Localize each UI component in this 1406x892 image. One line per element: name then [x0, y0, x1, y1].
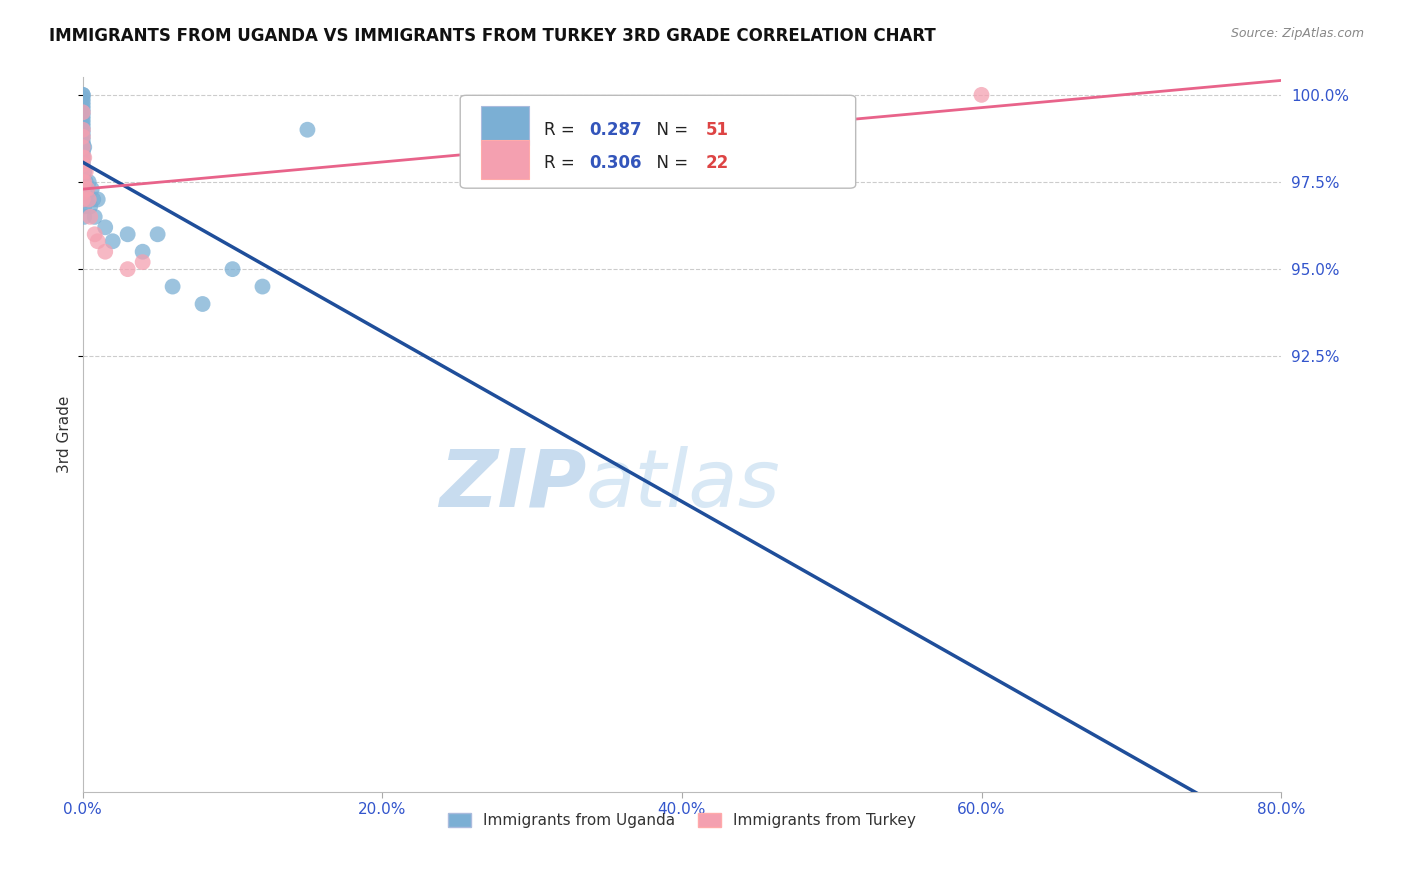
Point [75, 193, 97, 207]
Point [73, 175, 96, 189]
Point [72, 91, 94, 105]
Text: 0.287: 0.287 [589, 120, 643, 138]
Text: Source: ZipAtlas.com: Source: ZipAtlas.com [1230, 27, 1364, 40]
Point [162, 279, 184, 293]
Text: 51: 51 [706, 120, 728, 138]
Point [72, 175, 94, 189]
Point [72, 126, 94, 140]
Point [146, 227, 169, 242]
Point [73, 151, 96, 165]
Point [73, 164, 96, 178]
Point [72, 116, 94, 130]
Point [76, 186, 98, 200]
Point [72, 140, 94, 154]
FancyBboxPatch shape [481, 106, 529, 145]
Point [72, 154, 94, 169]
Point [72, 144, 94, 158]
Point [72, 193, 94, 207]
Point [79, 210, 101, 224]
Point [72, 105, 94, 120]
Point [72, 164, 94, 178]
Point [72, 129, 94, 144]
Point [131, 255, 153, 269]
Point [117, 262, 139, 277]
FancyBboxPatch shape [460, 95, 856, 188]
Point [86, 234, 108, 248]
Point [79, 199, 101, 213]
Point [72, 102, 94, 116]
Point [191, 297, 214, 311]
Point [72, 87, 94, 102]
Text: N =: N = [645, 120, 693, 138]
Point [72, 164, 94, 178]
Point [970, 87, 993, 102]
Point [82, 193, 104, 207]
Point [72, 171, 94, 186]
Point [117, 227, 139, 242]
Point [86, 193, 108, 207]
Point [72, 133, 94, 147]
Point [72, 129, 94, 144]
Legend: Immigrants from Uganda, Immigrants from Turkey: Immigrants from Uganda, Immigrants from … [441, 807, 922, 834]
Y-axis label: 3rd Grade: 3rd Grade [58, 396, 72, 474]
Point [73, 199, 96, 213]
Point [72, 105, 94, 120]
Point [72, 122, 94, 136]
Point [73, 140, 96, 154]
Point [252, 279, 274, 293]
Point [72, 140, 94, 154]
Point [72, 186, 94, 200]
Point [221, 262, 243, 277]
Point [80, 182, 103, 196]
Point [77, 193, 100, 207]
Point [83, 210, 105, 224]
Point [72, 178, 94, 193]
Text: R =: R = [544, 154, 581, 172]
Text: atlas: atlas [586, 446, 780, 524]
Text: N =: N = [645, 154, 693, 172]
Text: ZIP: ZIP [439, 446, 586, 524]
Point [131, 244, 153, 259]
Point [72, 109, 94, 123]
Text: 0.306: 0.306 [589, 154, 643, 172]
Point [73, 186, 96, 200]
Point [75, 164, 97, 178]
Point [72, 147, 94, 161]
Text: 22: 22 [706, 154, 730, 172]
Point [72, 136, 94, 151]
Point [72, 158, 94, 172]
FancyBboxPatch shape [481, 140, 529, 179]
Point [75, 175, 97, 189]
Point [72, 98, 94, 112]
Point [72, 186, 94, 200]
Point [297, 122, 319, 136]
Point [76, 182, 98, 196]
Point [72, 158, 94, 172]
Point [72, 151, 94, 165]
Point [77, 175, 100, 189]
Point [94, 244, 117, 259]
Point [83, 227, 105, 242]
Point [72, 87, 94, 102]
Point [72, 112, 94, 127]
Point [101, 234, 124, 248]
Point [73, 210, 96, 224]
Point [72, 120, 94, 134]
Point [72, 122, 94, 136]
Point [72, 95, 94, 109]
Point [72, 161, 94, 175]
Point [94, 220, 117, 235]
Text: R =: R = [544, 120, 581, 138]
Text: IMMIGRANTS FROM UGANDA VS IMMIGRANTS FROM TURKEY 3RD GRADE CORRELATION CHART: IMMIGRANTS FROM UGANDA VS IMMIGRANTS FRO… [49, 27, 936, 45]
Point [72, 151, 94, 165]
